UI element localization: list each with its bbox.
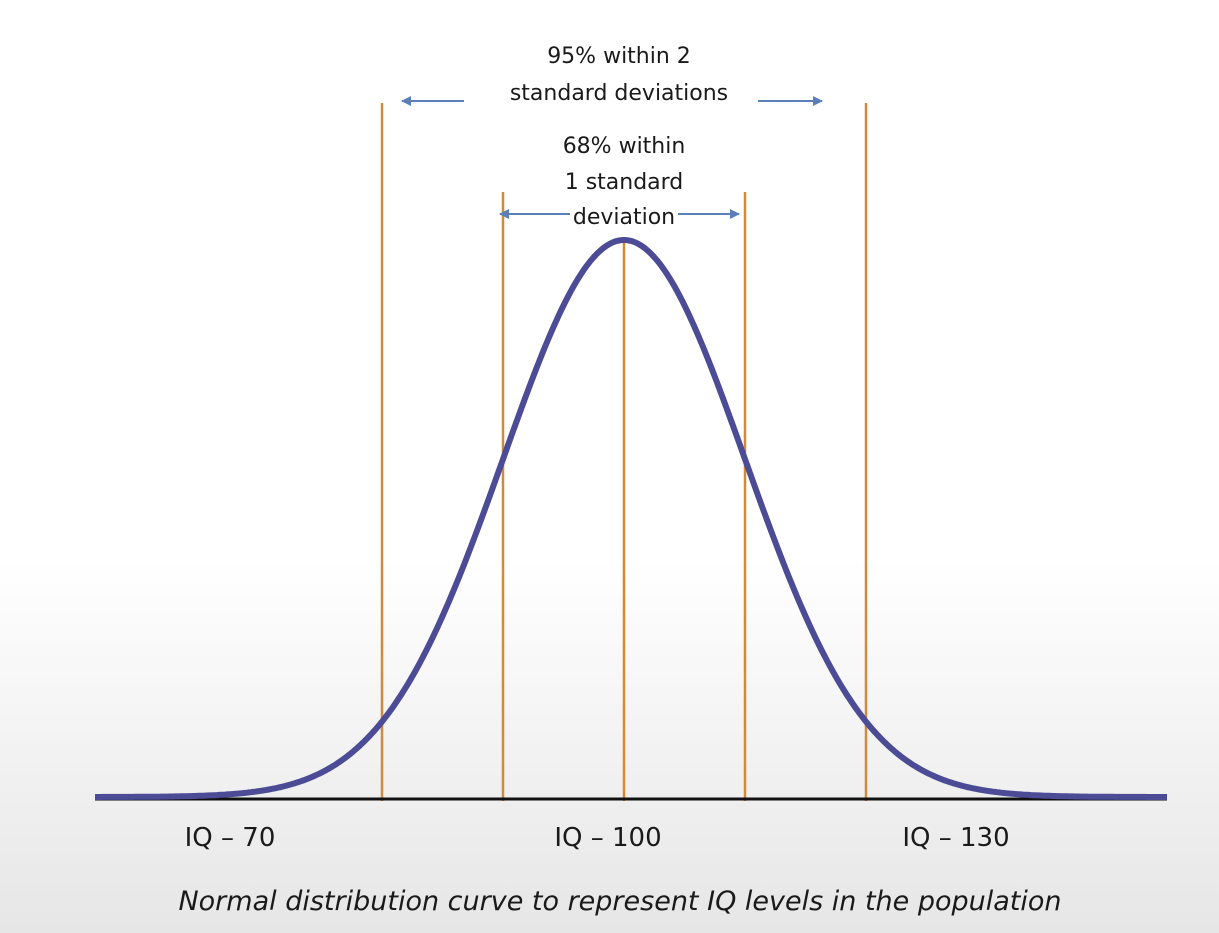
normal-curve-line [94,237,1168,800]
reference-lines [380,103,868,801]
tick-label-70: IQ – 70 [185,823,276,853]
chart-caption: Normal distribution curve to represent I… [178,886,1061,917]
annotation-68-text-line-2: 1 standard [565,170,684,195]
tick-label-100: IQ – 100 [554,823,661,853]
annotation-95-text-line-2: standard deviations [510,81,728,106]
tick-label-130: IQ – 130 [902,823,1009,853]
annotation-68-text-line-3: deviation [573,205,675,230]
annotation-68-text-line-1: 68% within [563,134,686,159]
annotation-95-text-line-1: 95% within 2 [547,44,691,69]
x-tick-labels: IQ – 70 IQ – 100 IQ – 130 [185,823,1010,853]
annotations: 95% within 2 standard deviations 68% withi… [401,44,823,230]
